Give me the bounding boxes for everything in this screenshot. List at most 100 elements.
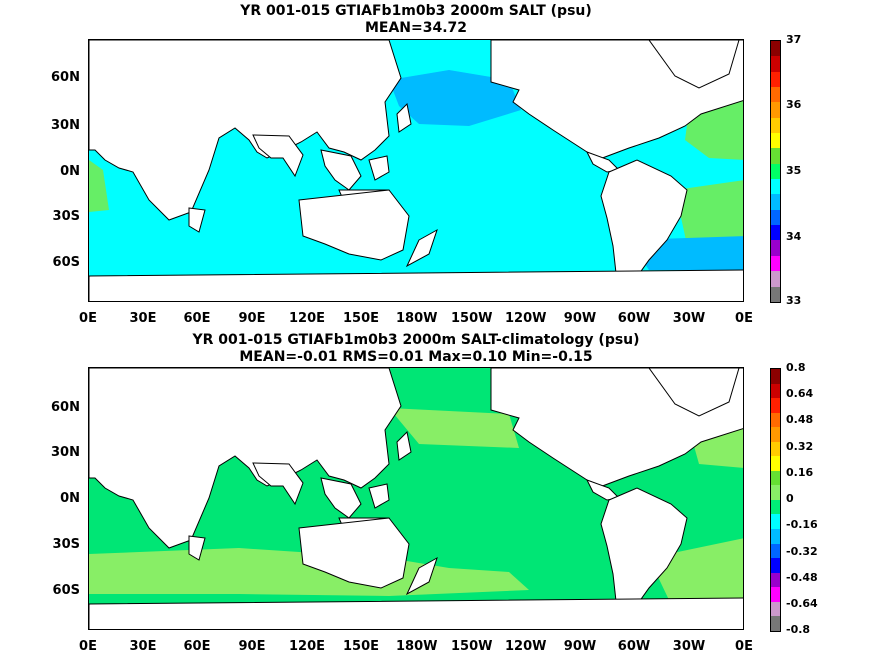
panel2-colorbar-label: 0.8: [786, 361, 806, 374]
panel2-lon-label: 120E: [288, 639, 326, 654]
colorbar-segment: [771, 255, 780, 272]
panel2-lat-label: 30S: [52, 537, 80, 552]
colorbar-segment: [771, 179, 780, 195]
land-mass: [396, 430, 412, 461]
colorbar-segment: [771, 71, 780, 88]
panel2-lon-label: 90E: [238, 639, 266, 654]
colorbar-segment: [771, 41, 780, 57]
land-mass: [89, 597, 743, 629]
panel2-lon-label: 30W: [672, 639, 706, 654]
panel1-lat-label: 0N: [60, 164, 80, 179]
panel1-colorbar-label: 33: [786, 294, 802, 307]
colorbar-segment: [771, 543, 780, 559]
colorbar-segment: [771, 499, 780, 515]
salinity-region: [675, 180, 743, 254]
panel2-title: YR 001-015 GTIAFb1m0b3 2000m SALT-climat…: [192, 332, 640, 348]
panel1-colorbar-label: 34: [786, 230, 802, 243]
panel2-colorbar-label: -0.64: [786, 597, 818, 610]
colorbar-segment: [771, 485, 780, 500]
colorbar-segment: [771, 470, 780, 486]
land-mass: [600, 159, 688, 289]
panel2-colorbar-label: -0.32: [786, 545, 818, 558]
panel1-lon-label: 30W: [672, 311, 706, 326]
land-mass: [405, 228, 438, 268]
colorbar-segment: [771, 514, 780, 530]
colorbar-segment: [771, 427, 780, 442]
panel2-lon-label: 60E: [183, 639, 211, 654]
colorbar-segment: [771, 56, 780, 72]
colorbar-segment: [771, 456, 780, 471]
colorbar-segment: [771, 117, 780, 134]
colorbar-segment: [771, 587, 780, 602]
colorbar-segment: [771, 601, 780, 617]
land-mass: [648, 368, 740, 417]
colorbar-segment: [771, 271, 780, 287]
panel2-lon-label: 90W: [563, 639, 597, 654]
panel2-map: [88, 367, 744, 630]
panel2-colorbar-label: 0.48: [786, 413, 814, 426]
colorbar-segment: [771, 133, 780, 149]
panel1-lon-label: 150W: [451, 311, 493, 326]
land-mass: [368, 483, 390, 509]
land-mass: [368, 155, 390, 181]
colorbar-segment: [771, 616, 780, 631]
land-mass: [188, 535, 206, 561]
panel1-lon-label: 60E: [183, 311, 211, 326]
colorbar-segment: [771, 572, 780, 588]
panel1-lon-label: 0E: [735, 311, 753, 326]
colorbar-segment: [771, 163, 780, 180]
panel2-lon-label: 0E: [735, 639, 753, 654]
land-mass: [188, 207, 206, 233]
land-mass: [600, 487, 688, 617]
panel1-colorbar-label: 37: [786, 33, 802, 46]
panel2-lat-label: 0N: [60, 491, 80, 506]
salinity-region: [89, 160, 109, 212]
panel2-lat-label: 60N: [51, 400, 80, 415]
panel2-lon-label: 150E: [342, 639, 380, 654]
panel2-lon-label: 180W: [396, 639, 438, 654]
colorbar-segment: [771, 286, 780, 302]
colorbar-segment: [771, 398, 780, 413]
map-svg: [89, 40, 743, 301]
panel2-lon-label: 120W: [505, 639, 547, 654]
panel2-colorbar-label: -0.48: [786, 571, 818, 584]
panel2-colorbar-label: -0.8: [786, 623, 811, 636]
panel2-colorbar-label: 0.16: [786, 466, 814, 479]
panel1-lat-label: 30S: [52, 209, 80, 224]
salinity-region: [389, 70, 521, 126]
panel1-lon-label: 120E: [288, 311, 326, 326]
land-mass: [298, 189, 410, 261]
panel1-lon-label: 60W: [617, 311, 651, 326]
map-svg: [89, 368, 743, 629]
land-mass: [405, 556, 438, 596]
panel2-colorbar-label: 0.32: [786, 440, 814, 453]
land-mass: [89, 40, 402, 221]
panel1-lon-label: 30E: [129, 311, 157, 326]
colorbar-segment: [771, 412, 780, 428]
panel1-lon-label: 180W: [396, 311, 438, 326]
panel1-lat-label: 60N: [51, 70, 80, 85]
panel2-colorbar-label: -0.16: [786, 518, 818, 531]
colorbar-segment: [771, 225, 780, 241]
land-mass: [252, 134, 304, 178]
panel2-colorbar: [770, 368, 781, 632]
panel2-lon-label: 150W: [451, 639, 493, 654]
panel1-title: YR 001-015 GTIAFb1m0b3 2000m SALT (psu): [240, 3, 592, 19]
colorbar-segment: [771, 194, 780, 210]
panel1-lon-label: 90E: [238, 311, 266, 326]
colorbar-segment: [771, 240, 780, 256]
colorbar-segment: [771, 529, 780, 544]
panel1-lat-label: 60S: [52, 255, 80, 270]
panel1-lon-label: 120W: [505, 311, 547, 326]
panel1-colorbar-label: 36: [786, 98, 802, 111]
land-mass: [648, 40, 740, 89]
panel1-lon-label: 150E: [342, 311, 380, 326]
panel2-lon-label: 30E: [129, 639, 157, 654]
land-mass: [252, 462, 304, 506]
land-mass: [89, 368, 402, 549]
panel2-lon-label: 60W: [617, 639, 651, 654]
panel1-lon-label: 90W: [563, 311, 597, 326]
panel2-lon-label: 0E: [79, 639, 97, 654]
salinity-region: [389, 408, 519, 448]
panel2-subtitle: MEAN=-0.01 RMS=0.01 Max=0.10 Min=-0.15: [239, 349, 593, 365]
